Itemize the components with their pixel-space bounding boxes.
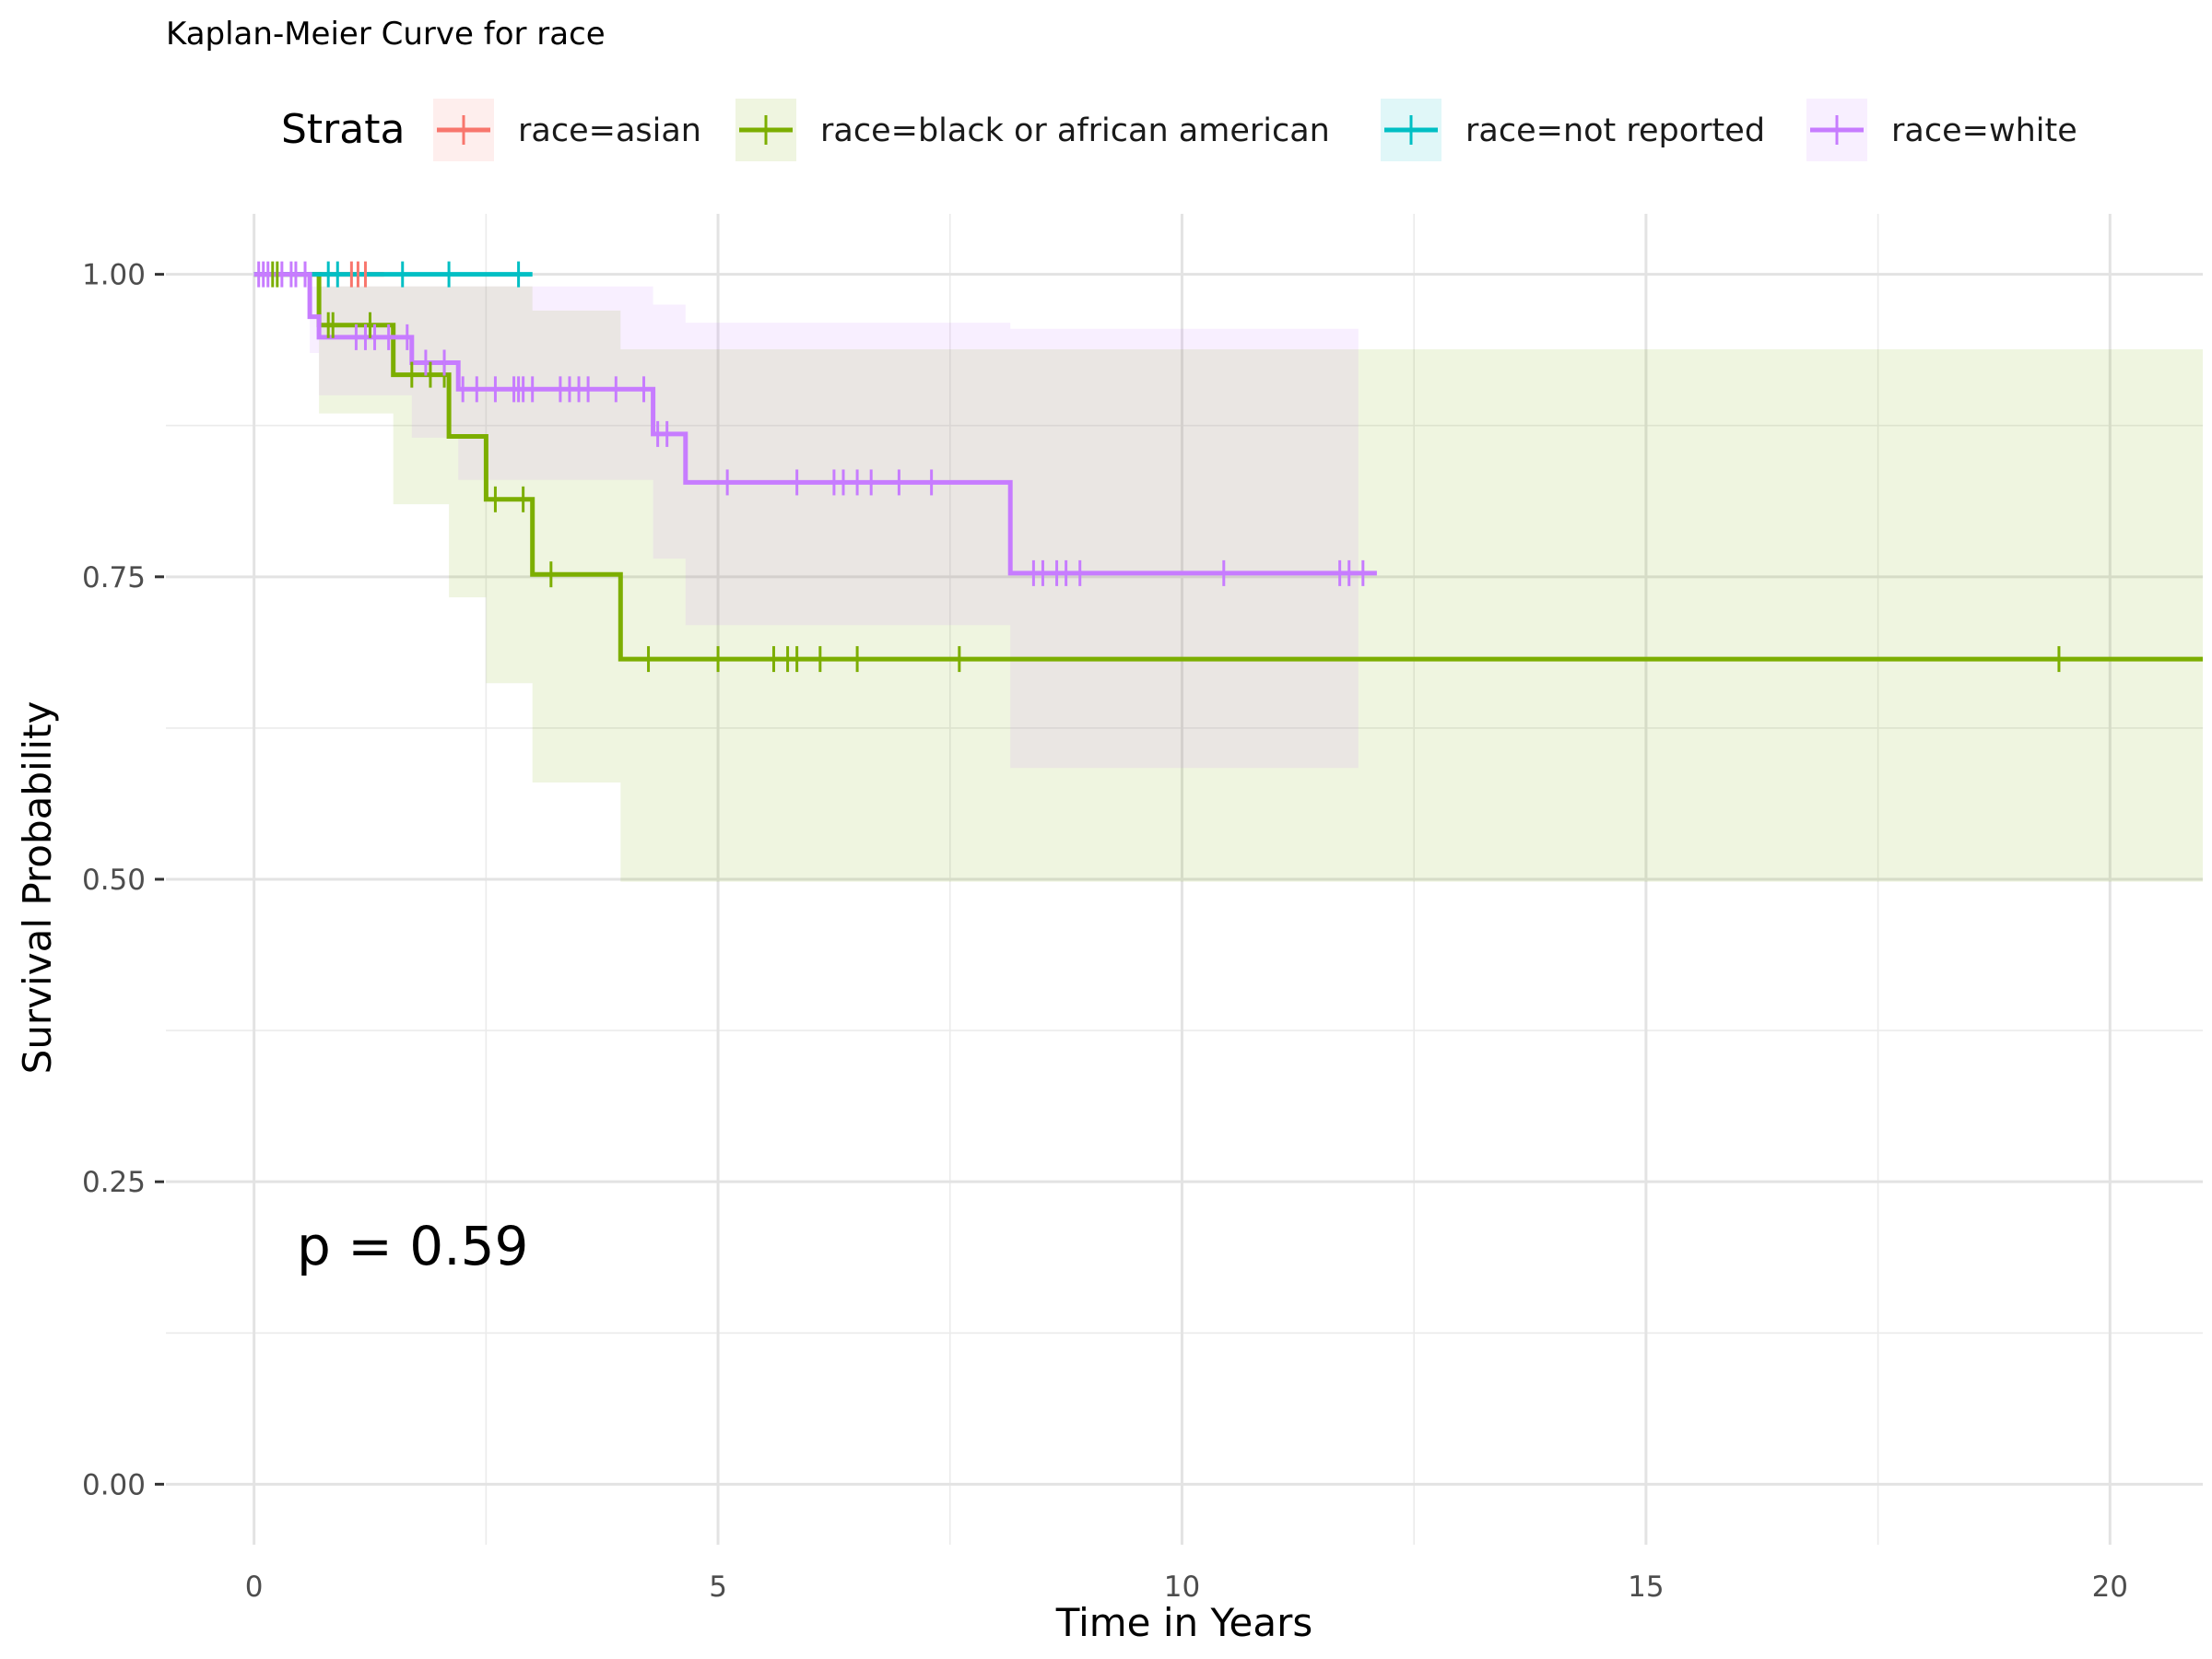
y-axis-label: Survival Probability xyxy=(15,701,60,1075)
y-tick-label: 0.00 xyxy=(82,1468,146,1501)
x-axis-label: Time in Years xyxy=(1055,1600,1313,1645)
y-tick-label: 0.75 xyxy=(82,561,146,594)
legend-label: race=black or african american xyxy=(820,112,1330,149)
chart-title: Kaplan-Meier Curve for race xyxy=(166,16,606,53)
grid xyxy=(166,214,2203,1545)
confidence-bands xyxy=(253,274,2203,882)
legend-label: race=asian xyxy=(518,112,701,149)
y-tick-label: 0.25 xyxy=(82,1166,146,1199)
confidence-band xyxy=(253,274,1359,769)
p-value-annotation: p = 0.59 xyxy=(297,1215,528,1277)
x-tick-label: 10 xyxy=(1164,1571,1200,1604)
survival-curve xyxy=(253,272,2203,662)
x-tick-label: 0 xyxy=(245,1571,264,1604)
x-tick-label: 15 xyxy=(1628,1571,1664,1604)
confidence-band xyxy=(253,274,2203,882)
legend-label: race=white xyxy=(1891,112,2077,149)
survival-curves xyxy=(253,272,2203,662)
x-tick-label: 5 xyxy=(709,1571,727,1604)
y-tick-label: 1.00 xyxy=(82,259,146,292)
censor-marks xyxy=(257,261,2061,673)
legend-label: race=not reported xyxy=(1465,112,1765,149)
axes: 0 5 10 15 20 0.00 0.25 0.50 0.75 1.00 xyxy=(82,259,2128,1604)
survival-curve xyxy=(253,272,1377,576)
legend: Strata race=asian race=black or african a… xyxy=(281,99,2077,161)
legend-title: Strata xyxy=(281,106,405,153)
x-tick-label: 20 xyxy=(2092,1571,2128,1604)
y-tick-label: 0.50 xyxy=(82,864,146,897)
